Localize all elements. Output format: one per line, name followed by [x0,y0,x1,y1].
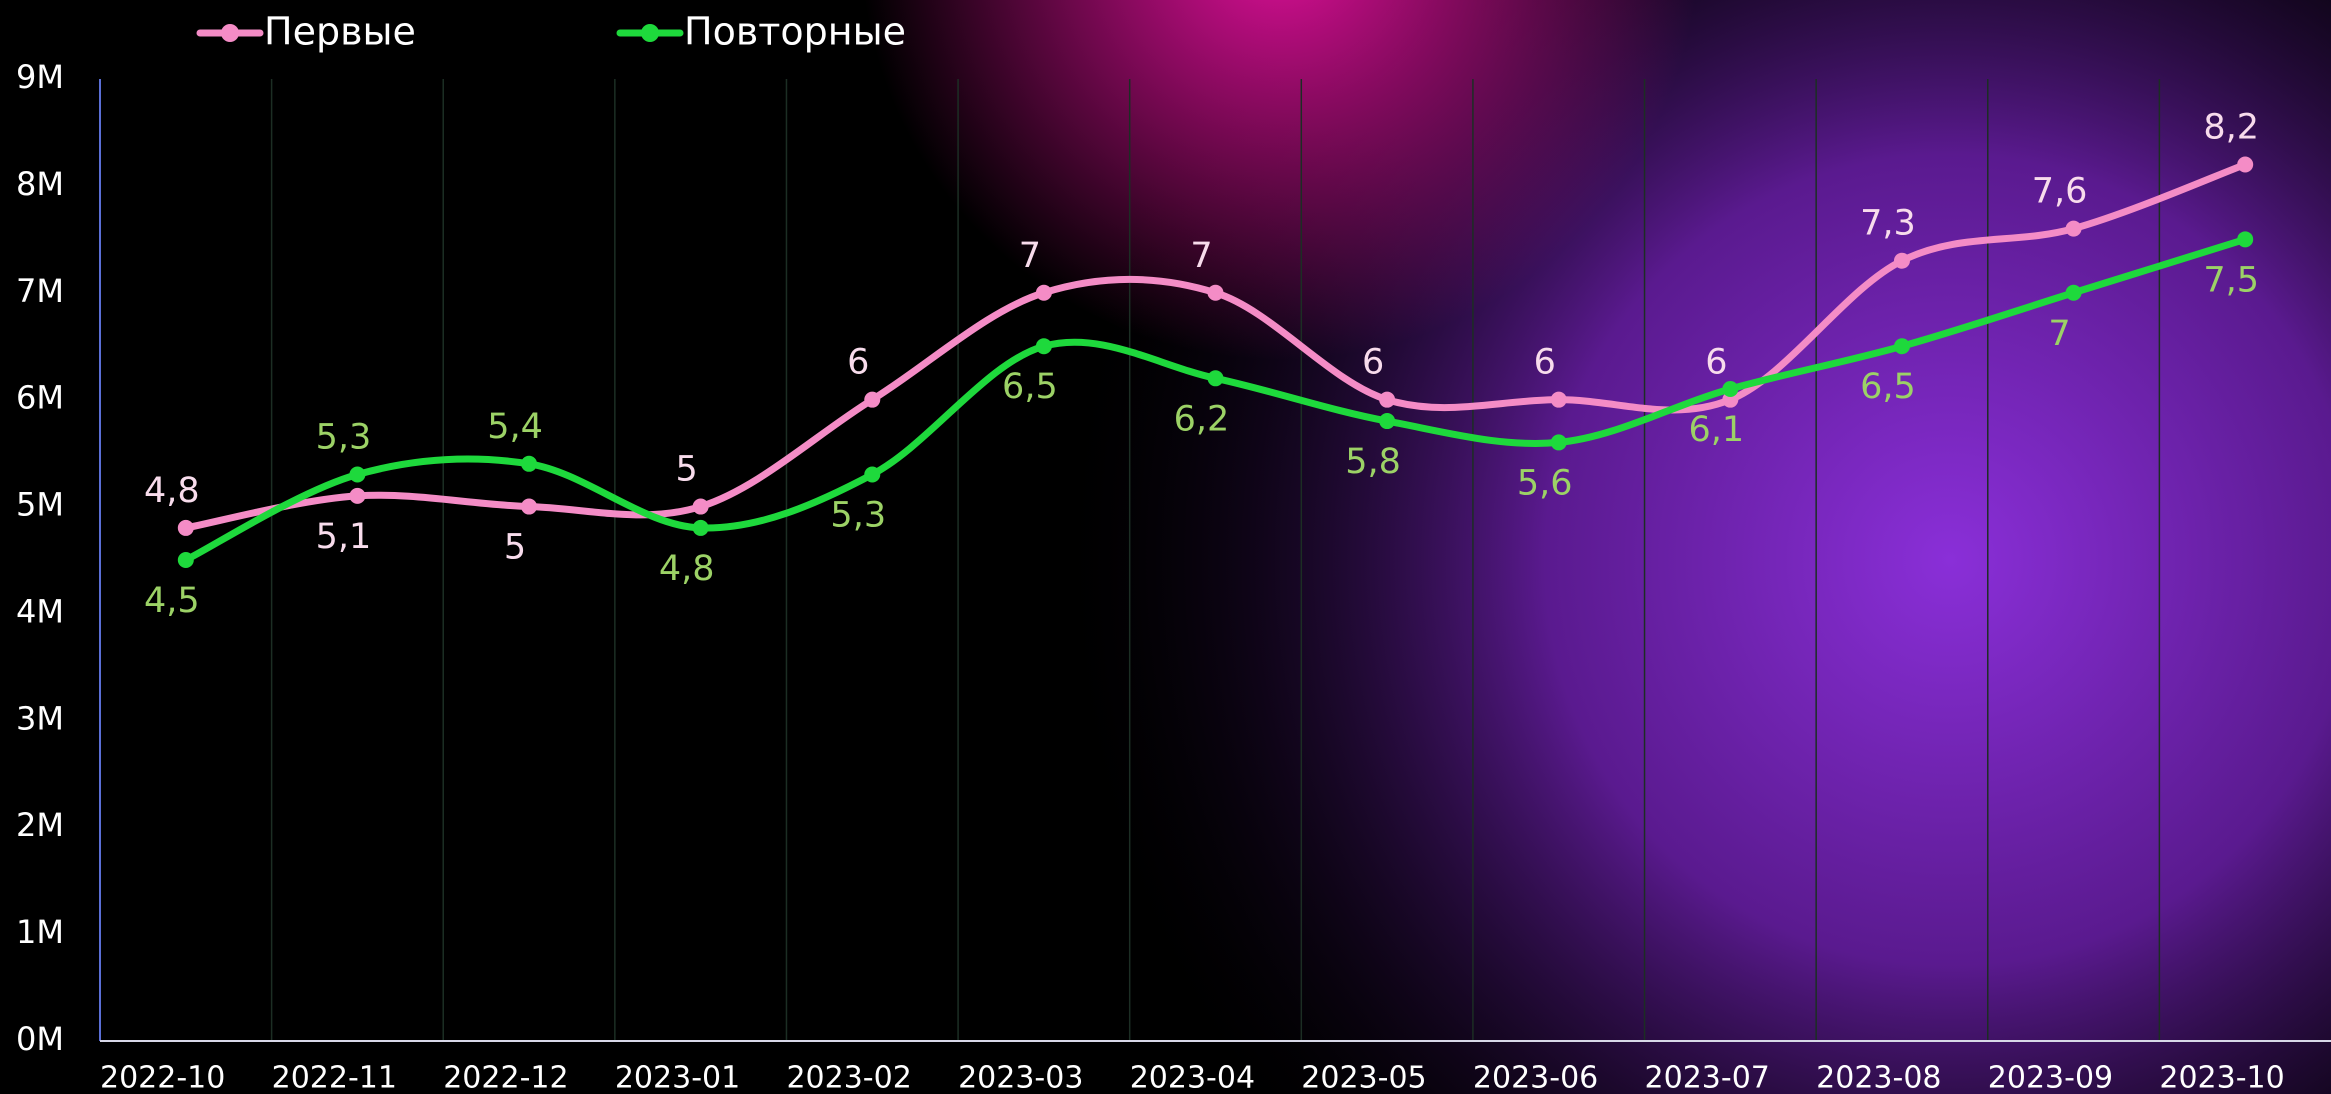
data-label: 7,5 [2203,260,2259,300]
y-tick-label: 1M [16,913,64,951]
x-tick-label: 2022-10 [100,1061,225,1094]
x-tick-label: 2023-09 [1988,1061,2113,1094]
data-label: 6 [1705,343,1727,383]
y-tick-label: 6M [16,379,64,417]
data-point [521,456,537,472]
data-label: 6 [1534,343,1556,383]
data-label: 5,6 [1517,463,1573,503]
y-tick-label: 4M [16,592,64,630]
data-label: 5 [676,450,698,490]
data-label: 7 [2048,314,2070,354]
data-label: 6 [847,343,869,383]
data-label: 6,5 [1002,367,1058,407]
data-point [1551,392,1567,408]
data-label: 6 [1362,343,1384,383]
data-point [2237,157,2253,173]
data-label: 4,8 [144,471,200,511]
y-tick-label: 3M [16,699,64,737]
data-label: 7 [1019,236,1041,276]
data-point [521,499,537,515]
y-tick-label: 9M [16,58,64,96]
data-point [864,466,880,482]
data-point [178,520,194,536]
legend-label: Первые [264,10,416,54]
page: {"chart_data": { "type": "line", "catego… [0,0,2331,1094]
y-tick-label: 0M [16,1020,64,1058]
data-label: 5,3 [316,417,372,457]
x-tick-label: 2023-02 [786,1061,911,1094]
data-point [2066,221,2082,237]
data-label: 5,1 [316,517,372,557]
data-point [693,499,709,515]
x-tick-label: 2023-08 [1816,1061,1941,1094]
y-tick-label: 5M [16,486,64,524]
y-tick-label: 7M [16,272,64,310]
data-label: 6,2 [1174,399,1230,439]
data-point [864,392,880,408]
data-point [349,488,365,504]
data-label: 8,2 [2203,108,2259,148]
x-tick-label: 2023-01 [615,1061,740,1094]
data-point [1036,338,1052,354]
data-point [1208,370,1224,386]
data-label: 5,3 [830,495,886,535]
data-point [2237,231,2253,247]
data-point [1379,392,1395,408]
data-label: 7,6 [2032,172,2088,212]
data-label: 5,4 [487,407,543,447]
data-label: 6,1 [1689,410,1745,450]
data-point [2066,285,2082,301]
data-label: 4,8 [659,549,715,589]
data-label: 6,5 [1860,367,1916,407]
data-label: 5,8 [1345,442,1401,482]
data-point [178,552,194,568]
legend-swatch [221,24,239,42]
data-point [349,466,365,482]
x-tick-label: 2023-10 [2159,1061,2284,1094]
data-point [693,520,709,536]
data-point [1722,381,1738,397]
data-label: 7 [1190,236,1212,276]
legend-swatch [641,24,659,42]
data-label: 7,3 [1860,204,1916,244]
chart: 0M 1M 2M 3M 4M 5M 6M 7M 8M 9M 2022-10 2022-11 2022-1… [0,0,2331,1094]
data-point [1894,253,1910,269]
x-tick-label: 2023-03 [958,1061,1083,1094]
y-tick-label: 2M [16,806,64,844]
data-label: 4,5 [144,581,200,621]
x-tick-label: 2023-07 [1645,1061,1770,1094]
x-tick-label: 2022-12 [443,1061,568,1094]
y-tick-label: 8M [16,165,64,203]
x-tick-label: 2023-05 [1301,1061,1426,1094]
data-point [1894,338,1910,354]
x-tick-label: 2023-04 [1130,1061,1255,1094]
data-point [1379,413,1395,429]
data-point [1208,285,1224,301]
legend-label: Повторные [684,10,906,54]
data-point [1551,434,1567,450]
data-label: 5 [504,528,526,568]
x-tick-label: 2023-06 [1473,1061,1598,1094]
data-point [1036,285,1052,301]
x-tick-label: 2022-11 [272,1061,397,1094]
